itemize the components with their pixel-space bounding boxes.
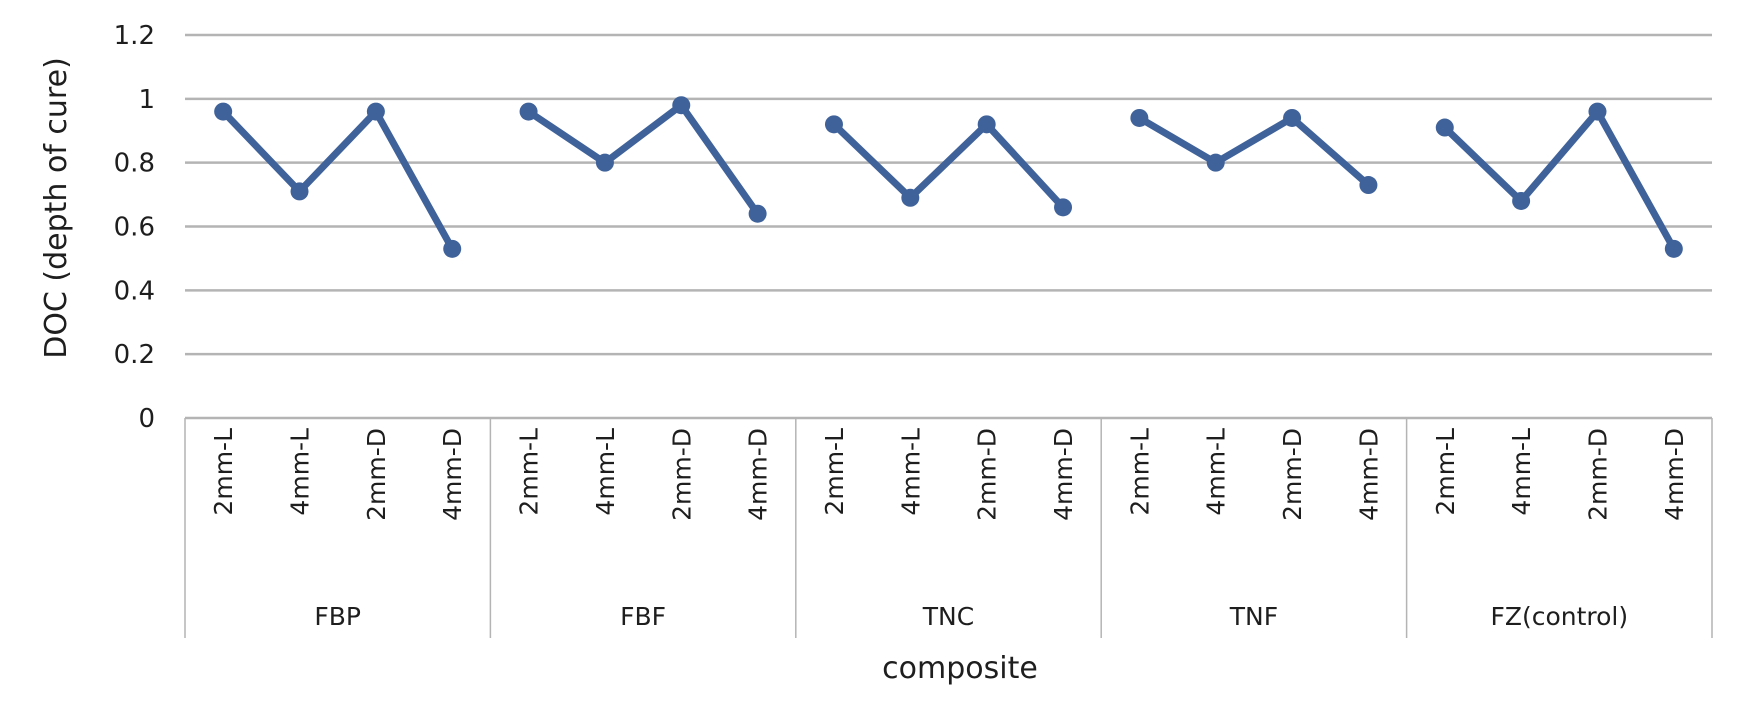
x-category-label: 4mm-D <box>744 428 773 521</box>
x-category-label: 4mm-L <box>591 428 620 516</box>
data-point <box>595 153 614 172</box>
x-category-label: 2mm-L <box>1125 428 1154 516</box>
x-category-label: 2mm-D <box>362 428 391 521</box>
y-tick-label: 0.6 <box>114 213 155 243</box>
x-group-label: TNC <box>922 602 974 631</box>
x-group-label: TNF <box>1229 602 1278 631</box>
y-tick-label: 1.2 <box>114 21 155 51</box>
series-line-segment <box>525 101 762 218</box>
x-category-label: 4mm-D <box>1660 428 1689 521</box>
x-axis: 2mm-L 4mm-L 2mm-D 4mm-D FBP 2mm-L 4mm-L 2mm-D 4m… <box>184 418 1713 638</box>
x-category-label: 2mm-D <box>667 428 696 521</box>
x-category-label: 2mm-D <box>1583 428 1612 521</box>
data-point <box>1359 176 1378 195</box>
series-line-segment <box>1135 114 1372 189</box>
x-category-label: 4mm-L <box>896 428 925 516</box>
x-category-label: 2mm-L <box>515 428 544 516</box>
x-category-label: 4mm-D <box>438 428 467 521</box>
y-axis-ticks: 0 0.2 0.4 0.6 0.8 1 1.2 <box>114 21 155 434</box>
data-point <box>443 239 462 258</box>
series-line-segment <box>1441 108 1678 253</box>
data-point <box>519 102 538 121</box>
x-category-label: 4mm-D <box>1354 428 1383 521</box>
gridlines <box>185 33 1712 420</box>
x-category-label: 2mm-L <box>1431 428 1460 516</box>
data-point <box>1588 102 1607 121</box>
y-axis-title: DOC (depth of cure) <box>39 57 74 359</box>
data-point <box>824 115 843 134</box>
data-point <box>1512 191 1531 210</box>
data-point <box>1206 153 1225 172</box>
series-line-segment <box>219 108 456 253</box>
data-point <box>748 204 767 223</box>
y-tick-label: 0.2 <box>114 340 155 370</box>
x-axis-title: composite <box>882 651 1038 686</box>
x-category-label: 2mm-D <box>973 428 1002 521</box>
y-tick-label: 0.8 <box>114 149 155 179</box>
x-category-label: 4mm-L <box>1202 428 1231 516</box>
x-category-label: 4mm-L <box>1507 428 1536 516</box>
series-line <box>214 96 1683 258</box>
data-point <box>1054 198 1073 217</box>
x-category-label: 4mm-D <box>1049 428 1078 521</box>
data-point <box>672 96 691 115</box>
x-category-label: 4mm-L <box>286 428 315 516</box>
data-point <box>1130 108 1149 127</box>
data-point <box>977 115 996 134</box>
data-point <box>214 102 233 121</box>
data-point <box>1664 239 1683 258</box>
x-group-label: FBF <box>620 602 666 631</box>
x-category-label: 2mm-L <box>820 428 849 516</box>
y-tick-label: 1 <box>138 85 155 115</box>
y-tick-label: 0.4 <box>114 276 155 306</box>
data-point <box>901 188 920 207</box>
x-group-label: FZ(control) <box>1490 602 1628 631</box>
series-line-segment <box>830 120 1067 211</box>
x-category-label: 2mm-L <box>209 428 238 516</box>
data-point <box>1435 118 1454 137</box>
data-point <box>290 182 309 201</box>
x-group-label: FBP <box>314 602 361 631</box>
x-category-label: 2mm-D <box>1278 428 1307 521</box>
data-point <box>1283 108 1302 127</box>
data-point <box>366 102 385 121</box>
y-tick-label: 0 <box>138 404 155 434</box>
